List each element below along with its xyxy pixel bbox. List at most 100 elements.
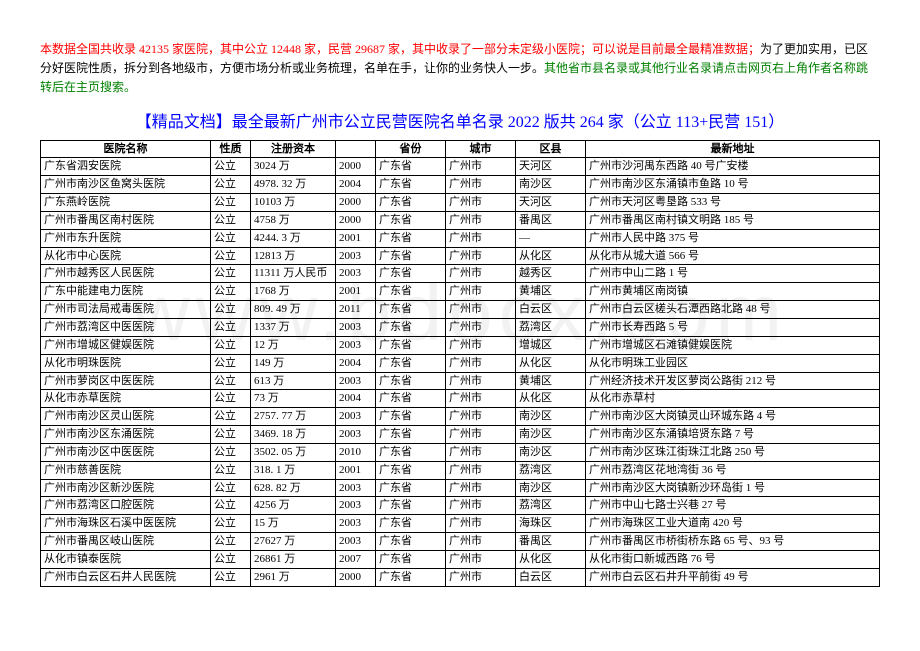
table-header-cell: 注册资本 [251, 140, 336, 158]
intro-red: 本数据全国共收录 42135 家医院，其中公立 12448 家，民营 29687… [40, 42, 760, 56]
table-cell: 黄埔区 [516, 283, 586, 301]
table-cell: 增城区 [516, 336, 586, 354]
table-cell: 2004 [336, 390, 376, 408]
table-cell: 广州市 [446, 247, 516, 265]
table-cell: 公立 [211, 319, 251, 337]
table-cell: 广东省 [376, 568, 446, 586]
table-cell: 广州市 [446, 354, 516, 372]
table-header-cell: 医院名称 [41, 140, 211, 158]
table-cell: 广州市 [446, 229, 516, 247]
table-cell: 2003 [336, 426, 376, 444]
table-cell: 从化市中心医院 [41, 247, 211, 265]
table-cell: 广州市番禺区南村医院 [41, 211, 211, 229]
table-cell: 从化市赤草村 [586, 390, 880, 408]
table-cell: 广州市 [446, 533, 516, 551]
table-row: 从化市镇泰医院公立26861 万2007广东省广州市从化区从化市街口新城西路 7… [41, 550, 880, 568]
table-cell: 2000 [336, 158, 376, 176]
table-cell: 2001 [336, 283, 376, 301]
table-cell: — [516, 229, 586, 247]
table-row: 广州市南沙区灵山医院公立2757. 77 万2003广东省广州市南沙区广州市南沙… [41, 408, 880, 426]
table-row: 广州市越秀区人民医院公立11311 万人民币2003广东省广州市越秀区广州市中山… [41, 265, 880, 283]
page-wrap: www.bdocx.com 本数据全国共收录 42135 家医院，其中公立 12… [40, 40, 880, 587]
table-cell: 从化市镇泰医院 [41, 550, 211, 568]
table-cell: 2000 [336, 211, 376, 229]
table-cell: 1337 万 [251, 319, 336, 337]
table-cell: 2004 [336, 354, 376, 372]
table-cell: 公立 [211, 550, 251, 568]
table-cell: 广州市白云区石井升平前街 49 号 [586, 568, 880, 586]
table-row: 从化市明珠医院公立149 万2004广东省广州市从化区从化市明珠工业园区 [41, 354, 880, 372]
table-cell: 广州市 [446, 283, 516, 301]
table-header-cell: 省份 [376, 140, 446, 158]
table-cell: 广东省 [376, 550, 446, 568]
table-row: 从化市中心医院公立12813 万2003广东省广州市从化区从化市从城大道 566… [41, 247, 880, 265]
table-cell: 广州市南沙区灵山医院 [41, 408, 211, 426]
table-cell: 从化市赤草医院 [41, 390, 211, 408]
table-cell: 南沙区 [516, 176, 586, 194]
table-cell: 广州市 [446, 443, 516, 461]
table-cell: 广州市 [446, 426, 516, 444]
table-cell: 广东省 [376, 515, 446, 533]
table-cell: 广州市南沙区东涌镇培贤东路 7 号 [586, 426, 880, 444]
table-cell: 2757. 77 万 [251, 408, 336, 426]
table-cell: 天河区 [516, 194, 586, 212]
table-cell: 广州市白云区石井人民医院 [41, 568, 211, 586]
table-cell: 广州市 [446, 390, 516, 408]
table-cell: 广东省 [376, 354, 446, 372]
table-row: 广州市南沙区鱼窝头医院公立4978. 32 万2004广东省广州市南沙区广州市南… [41, 176, 880, 194]
table-cell: 南沙区 [516, 479, 586, 497]
table-cell: 广州市海珠区石溪中医医院 [41, 515, 211, 533]
table-cell: 广州市荔湾区中医医院 [41, 319, 211, 337]
table-cell: 公立 [211, 211, 251, 229]
table-cell: 公立 [211, 568, 251, 586]
table-cell: 广东省 [376, 319, 446, 337]
table-cell: 4244. 3 万 [251, 229, 336, 247]
table-cell: 番禺区 [516, 533, 586, 551]
intro-paragraph: 本数据全国共收录 42135 家医院，其中公立 12448 家，民营 29687… [40, 40, 880, 98]
table-cell: 从化市明珠工业园区 [586, 354, 880, 372]
table-row: 广州市荔湾区中医医院公立1337 万2003广东省广州市荔湾区广州市长寿西路 5… [41, 319, 880, 337]
table-cell: 613 万 [251, 372, 336, 390]
table-row: 广州市司法局戒毒医院公立809. 49 万2011广东省广州市白云区广州市白云区… [41, 301, 880, 319]
table-cell: 1768 万 [251, 283, 336, 301]
table-cell: 广州市萝岗区中医医院 [41, 372, 211, 390]
table-cell: 广东省 [376, 443, 446, 461]
table-cell: 广州市南沙区中医医院 [41, 443, 211, 461]
table-row: 广州市南沙区新沙医院公立628. 82 万2003广东省广州市南沙区广州市南沙区… [41, 479, 880, 497]
table-cell: 白云区 [516, 568, 586, 586]
table-cell: 2003 [336, 408, 376, 426]
document-title: 【精品文档】最全最新广州市公立民营医院名单名录 2022 版共 264 家（公立… [40, 108, 880, 132]
table-cell: 2003 [336, 515, 376, 533]
table-cell: 公立 [211, 515, 251, 533]
table-cell: 公立 [211, 176, 251, 194]
table-cell: 15 万 [251, 515, 336, 533]
table-cell: 3469. 18 万 [251, 426, 336, 444]
table-cell: 广州市慈善医院 [41, 461, 211, 479]
table-cell: 从化区 [516, 390, 586, 408]
table-header-row: 医院名称性质注册资本省份城市区县最新地址 [41, 140, 880, 158]
table-cell: 广州市南沙区鱼窝头医院 [41, 176, 211, 194]
table-header-cell: 区县 [516, 140, 586, 158]
table-cell: 公立 [211, 408, 251, 426]
table-cell: 广东省 [376, 229, 446, 247]
table-cell: 12 万 [251, 336, 336, 354]
table-row: 广州市东升医院公立4244. 3 万2001广东省广州市—广州市人民中路 375… [41, 229, 880, 247]
table-cell: 广州市番禺区市桥街桥东路 65 号、93 号 [586, 533, 880, 551]
table-cell: 荔湾区 [516, 319, 586, 337]
table-cell: 广州市 [446, 497, 516, 515]
table-cell: 广州市南沙区东涌医院 [41, 426, 211, 444]
table-cell: 广州市 [446, 550, 516, 568]
table-cell: 广州市番禺区南村镇文明路 185 号 [586, 211, 880, 229]
table-cell: 公立 [211, 426, 251, 444]
table-cell: 73 万 [251, 390, 336, 408]
table-cell: 公立 [211, 354, 251, 372]
hospital-table: 医院名称性质注册资本省份城市区县最新地址 广东省泗安医院公立3024 万2000… [40, 140, 880, 587]
table-cell: 广州市长寿西路 5 号 [586, 319, 880, 337]
table-cell: 4978. 32 万 [251, 176, 336, 194]
table-cell: 2003 [336, 497, 376, 515]
table-cell: 2003 [336, 319, 376, 337]
table-cell: 广州市 [446, 408, 516, 426]
table-cell: 广州市司法局戒毒医院 [41, 301, 211, 319]
table-cell: 公立 [211, 229, 251, 247]
table-cell: 2003 [336, 533, 376, 551]
